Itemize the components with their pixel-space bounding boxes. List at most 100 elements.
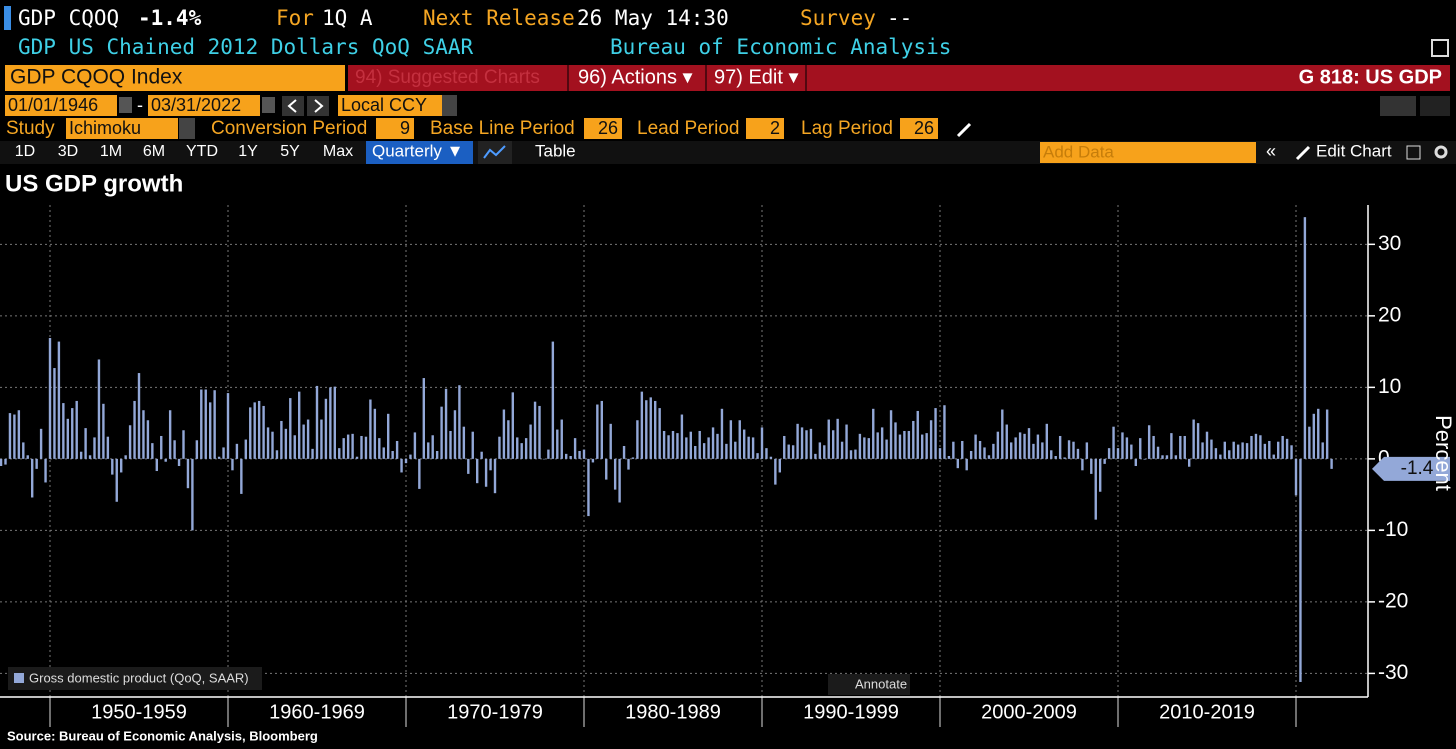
calendar-icon[interactable] (119, 97, 132, 113)
bar (814, 453, 817, 459)
bar (1317, 408, 1320, 459)
param-box[interactable] (900, 118, 938, 139)
bar (1272, 454, 1275, 459)
range-button[interactable]: 1M (100, 143, 122, 160)
bar (1228, 450, 1231, 459)
frequency-button[interactable] (366, 141, 473, 164)
bar (155, 458, 158, 472)
range-button[interactable]: Max (323, 143, 353, 160)
bar (605, 458, 608, 480)
end-date-box[interactable] (148, 95, 260, 116)
next-icon (314, 99, 324, 113)
bar (627, 458, 630, 470)
prev-button[interactable] (282, 96, 304, 116)
bar (62, 403, 65, 459)
bar (120, 458, 123, 473)
edit-menu[interactable]: 97) Edit ▾ (714, 66, 799, 88)
currency-box[interactable] (338, 95, 442, 116)
range-button[interactable]: 5Y (280, 143, 300, 160)
bar (48, 338, 52, 459)
bar (747, 436, 750, 459)
bar (791, 445, 795, 459)
bar (387, 413, 390, 459)
page-code: G 818: US GDP (1299, 66, 1442, 88)
calendar-icon[interactable] (262, 97, 275, 113)
param-label: Lag Period (801, 118, 893, 139)
bar (1210, 439, 1213, 459)
range-button[interactable]: YTD (186, 143, 218, 160)
bar (743, 429, 746, 459)
param-label: Base Line Period (430, 118, 575, 139)
table-button[interactable]: Table (535, 141, 576, 160)
bar (520, 443, 523, 459)
chart-type-button[interactable] (478, 141, 512, 164)
bar (671, 430, 675, 459)
bar (827, 419, 830, 459)
bar (418, 458, 421, 489)
currency-dropdown[interactable] (442, 95, 457, 116)
actions-menu[interactable]: 96) Actions ▾ (578, 66, 693, 88)
param-box[interactable] (584, 118, 622, 139)
bar (654, 400, 657, 459)
bar (346, 434, 350, 459)
bar (298, 391, 301, 459)
undo-button[interactable] (1380, 96, 1416, 116)
gear-icon[interactable] (1434, 145, 1448, 159)
param-value: 2 (770, 118, 780, 138)
next-release-label: Next Release (423, 6, 575, 30)
security-box[interactable] (5, 65, 345, 91)
param-box[interactable] (746, 118, 784, 139)
edit-chart[interactable]: Edit Chart (1316, 141, 1392, 160)
end-date: 03/31/2022 (151, 95, 241, 115)
study: Ichimoku (69, 118, 141, 138)
bar (511, 392, 514, 459)
next-button[interactable] (307, 96, 329, 116)
bar (1250, 435, 1253, 459)
bar (1219, 454, 1222, 459)
bar (992, 443, 995, 459)
bar (1045, 423, 1048, 459)
pencil-icon[interactable] (956, 122, 972, 138)
bar (969, 451, 973, 459)
bar (422, 378, 425, 459)
param-label: Conversion Period (211, 118, 367, 139)
study-dropdown[interactable] (179, 118, 195, 139)
bar (364, 436, 368, 459)
for-value: 1Q A (322, 6, 373, 30)
settings-icon[interactable] (1406, 145, 1421, 160)
redo-button[interactable] (1420, 96, 1450, 116)
bar (498, 436, 501, 459)
collapse-icon[interactable]: « (1266, 141, 1276, 161)
frequency: Quarterly ▼ (372, 141, 463, 160)
bar (676, 433, 679, 459)
param-box[interactable] (376, 118, 414, 139)
bar (382, 447, 385, 459)
study-box[interactable] (66, 118, 178, 139)
bar (578, 451, 581, 459)
bar (591, 458, 595, 463)
range-button[interactable]: 1Y (238, 143, 258, 160)
bar (324, 398, 328, 459)
annotate-button[interactable] (828, 674, 910, 695)
bar (57, 341, 61, 459)
bar (1312, 413, 1315, 459)
popout-icon[interactable] (1431, 39, 1449, 57)
bar (596, 404, 599, 459)
bar (823, 445, 826, 459)
study-params: Conversion Period 9 Base Line Period 26 Lead… (211, 118, 938, 139)
range-button[interactable]: 3D (58, 143, 78, 160)
bar (524, 438, 528, 459)
range-button[interactable]: 6M (143, 143, 165, 160)
bar (809, 428, 813, 459)
bar (1010, 442, 1013, 459)
bar (1236, 444, 1240, 459)
range-button[interactable]: 1D (15, 143, 35, 160)
bar (974, 434, 977, 459)
add-data-box[interactable] (1040, 142, 1256, 163)
bar (1041, 442, 1044, 459)
start-date-box[interactable] (5, 95, 117, 116)
param-value: 26 (914, 118, 934, 138)
bar (872, 408, 875, 459)
bar (1232, 441, 1235, 459)
bar (66, 418, 69, 459)
